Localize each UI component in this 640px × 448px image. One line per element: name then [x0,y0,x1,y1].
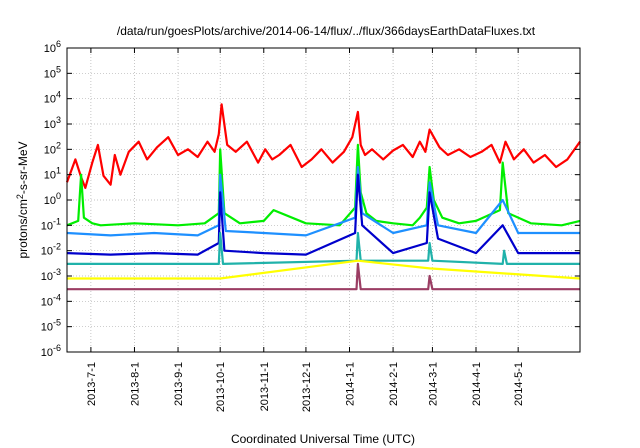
y-tick-base: 10 [41,347,53,359]
y-tick-label: 104 [44,90,61,106]
y-tick-exponent: 0 [56,191,61,201]
x-tick-label: 2013-7-1 [86,362,98,406]
y-tick-label: 105 [44,64,61,80]
y-tick-exponent: -3 [53,267,61,277]
y-tick-label: 106 [44,39,61,55]
y-tick-label: 103 [44,115,61,131]
y-tick-base: 10 [41,322,53,334]
y-tick-label: 10-3 [41,267,61,283]
y-tick-exponent: -5 [53,318,61,328]
flux-series-line [67,259,581,280]
y-tick-exponent: -2 [53,242,61,252]
y-tick-base: 10 [44,68,56,80]
y-tick-base: 10 [41,220,53,232]
chart-title: /data/run/goesPlots/archive/2014-06-14/f… [117,24,536,38]
y-tick-label: 10-4 [41,292,61,308]
y-tick-base: 10 [44,144,56,156]
x-tick-label: 2014-3-1 [427,362,439,406]
flux-series-line [66,173,580,256]
y-tick-base: 10 [41,246,53,258]
y-tick-base: 10 [44,43,56,55]
y-tick-label: 10-5 [41,318,61,334]
x-tick-label: 2014-4-1 [471,362,483,406]
y-axis-label-main: protons/cm [16,199,30,258]
y-tick-base: 10 [44,119,56,131]
y-tick-exponent: 5 [56,64,61,74]
flux-series-line [66,143,581,227]
y-tick-base: 10 [44,94,56,106]
x-tick-label: 2014-5-1 [513,362,525,406]
flux-series-line [67,262,580,291]
x-tick-label: 2014-2-1 [388,362,400,406]
y-tick-label: 100 [44,191,61,207]
x-tick-label: 2013-11-1 [259,362,271,411]
y-tick-base: 10 [41,296,53,308]
y-tick-base: 10 [44,170,56,182]
y-axis-label: protons/cm2-s-sr-MeV [15,141,30,258]
y-tick-label: 102 [44,140,61,156]
x-tick-label: 2014-1-1 [345,362,357,406]
y-tick-label: 10-6 [41,343,61,359]
y-axis-label-sup: 2 [15,194,25,199]
x-axis-label: Coordinated Universal Time (UTC) [231,432,415,446]
y-tick-exponent: -4 [53,292,61,302]
x-ticks: 2013-7-1 2013-8-1 2013-9-1 2013-10-1 2013-11… [86,48,525,412]
y-tick-label: 10-2 [41,242,61,258]
series-layer [65,103,581,291]
y-tick-exponent: -6 [53,343,61,353]
y-tick-exponent: 1 [56,166,61,176]
x-tick-label: 2013-10-1 [215,362,227,412]
y-tick-label: 10-1 [41,216,61,232]
y-tick-base: 10 [41,271,53,283]
y-tick-label: 101 [44,166,61,182]
y-tick-exponent: -1 [53,216,61,226]
y-axis-label-tail: -s-sr-MeV [16,141,30,194]
x-tick-label: 2013-12-1 [301,362,313,412]
y-tick-base: 10 [44,195,56,207]
x-tick-label: 2013-9-1 [173,362,185,406]
x-tick-label: 2013-8-1 [129,362,141,406]
y-tick-exponent: 4 [56,90,61,100]
y-tick-exponent: 3 [56,115,61,125]
y-ticks: 10-610-510-410-310-210-11001011021031041… [41,39,580,359]
flux-series-line [65,103,581,189]
flux-series-line [67,231,580,265]
y-tick-exponent: 6 [56,39,61,49]
y-tick-exponent: 2 [56,140,61,150]
